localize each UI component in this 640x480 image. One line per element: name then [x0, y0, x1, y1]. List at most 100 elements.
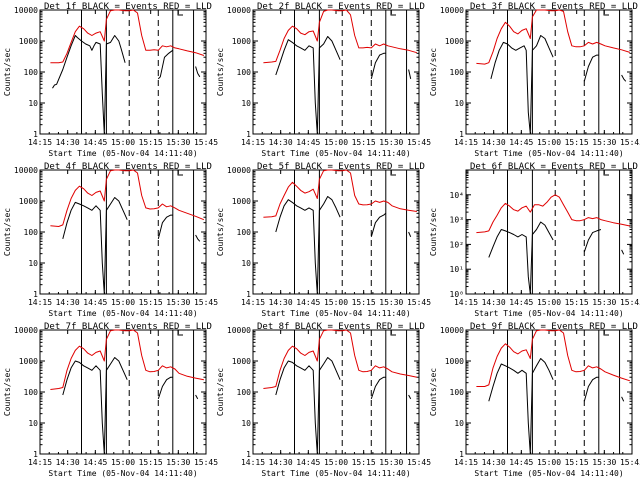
y-tick-label: 10 [241, 419, 251, 428]
x-tick-label: 14:30 [482, 458, 506, 467]
y-axis-label: Counts/sec [429, 368, 438, 416]
y-tick-label: 1 [33, 290, 38, 299]
y-tick-label: 100 [237, 68, 252, 77]
y-tick-label: 1 [459, 450, 464, 459]
y-tick-label: 1 [33, 130, 38, 139]
plot-frame [465, 329, 633, 455]
x-tick-label: 15:15 [352, 298, 376, 307]
series-line-lld [476, 194, 631, 234]
series-line-events [488, 358, 625, 455]
x-tick-label: 15:00 [324, 138, 348, 147]
x-axis-label: Start Time (05-Nov-04 14:11:40) [48, 149, 197, 158]
x-tick-label: 15:15 [565, 138, 589, 147]
x-axis-label: Start Time (05-Nov-04 14:11:40) [261, 469, 410, 478]
x-tick-label: 15:45 [620, 298, 640, 307]
x-tick-label: 15:30 [379, 138, 403, 147]
panel-det-7: Det 7f BLACK = Events RED = LLD 14:15 14:3… [3, 322, 218, 478]
x-tick-label: 15:45 [194, 138, 218, 147]
x-tick-label: 15:00 [537, 458, 561, 467]
series-line-events [488, 221, 625, 295]
y-tick-label: 1000 [445, 37, 464, 46]
series-line-lld [50, 9, 205, 64]
y-tick-label: 1000 [19, 357, 38, 366]
x-tick-label: 15:00 [324, 298, 348, 307]
panel-title: Det 4f BLACK = Events RED = LLD [44, 162, 212, 172]
y-axis-label: Counts/sec [216, 208, 225, 256]
x-tick-label: 15:30 [592, 298, 616, 307]
y-tick-label: 1 [459, 130, 464, 139]
x-tick-label: 14:15 [241, 298, 265, 307]
x-tick-label: 14:45 [83, 458, 107, 467]
series-line-lld [476, 9, 631, 65]
x-tick-label: 15:30 [166, 298, 190, 307]
panel-det-8: Det 8f BLACK = Events RED = LLD 14:15 14:3… [216, 322, 431, 478]
y-tick-label: 10000 [227, 326, 251, 335]
corner-marker [177, 10, 183, 16]
y-tick-label: 10 [28, 419, 38, 428]
panel-title: Det 9f BLACK = Events RED = LLD [470, 322, 638, 332]
y-tick-label: 10 [454, 99, 464, 108]
x-tick-label: 14:45 [509, 458, 533, 467]
x-tick-label: 15:45 [194, 458, 218, 467]
panel-det-2: Det 2f BLACK = Events RED = LLD 14:15 14:3… [216, 2, 431, 158]
series-line-lld [263, 329, 418, 389]
x-tick-label: 14:30 [269, 138, 293, 147]
x-tick-label: 14:45 [296, 458, 320, 467]
x-tick-label: 15:00 [537, 138, 561, 147]
y-tick-label: 10000 [440, 6, 464, 15]
x-tick-label: 14:45 [296, 138, 320, 147]
y-tick-label: 1000 [232, 37, 251, 46]
corner-marker [177, 170, 183, 176]
y-axis-label: Counts/sec [3, 48, 12, 96]
series-line-lld [263, 169, 417, 218]
x-tick-label: 15:15 [139, 298, 163, 307]
x-tick-label: 14:15 [28, 138, 52, 147]
x-tick-label: 14:15 [454, 138, 478, 147]
panel-title: Det 1f BLACK = Events RED = LLD [44, 2, 212, 12]
x-tick-label: 14:45 [83, 298, 107, 307]
y-tick-label: 1 [246, 130, 251, 139]
series-line-lld [263, 9, 418, 64]
corner-marker [603, 170, 609, 176]
panel-title: Det 7f BLACK = Events RED = LLD [44, 322, 212, 332]
y-tick-label: 100 [237, 228, 252, 237]
y-tick-label: 100 [237, 388, 252, 397]
x-tick-label: 14:45 [296, 298, 320, 307]
x-tick-label: 15:30 [379, 458, 403, 467]
y-axis-label: Counts/sec [429, 208, 438, 256]
x-tick-label: 15:30 [166, 458, 190, 467]
y-tick-label: 10 [28, 259, 38, 268]
x-axis-label: Start Time (05-Nov-04 14:11:40) [48, 469, 197, 478]
y-tick-label: 1000 [19, 37, 38, 46]
panel-title: Det 2f BLACK = Events RED = LLD [257, 2, 425, 12]
series-line-events [275, 36, 412, 135]
y-axis-label: Counts/sec [3, 208, 12, 256]
plot-frame [252, 9, 420, 135]
panel-det-3: Det 3f BLACK = Events RED = LLD 14:15 14:3… [429, 2, 640, 158]
y-axis-label: Counts/sec [429, 48, 438, 96]
x-tick-label: 15:30 [592, 458, 616, 467]
panel-title: Det 3f BLACK = Events RED = LLD [470, 2, 638, 12]
x-tick-label: 14:15 [241, 138, 265, 147]
x-tick-label: 15:15 [565, 458, 589, 467]
x-tick-label: 15:45 [407, 298, 431, 307]
x-axis-label: Start Time (05-Nov-04 14:11:40) [474, 469, 623, 478]
y-tick-label: 100 [450, 68, 465, 77]
plot-frame [465, 9, 633, 135]
y-tick-label: 10¹ [450, 265, 464, 274]
plot-frame [252, 329, 420, 455]
y-tick-label: 10² [450, 240, 464, 249]
x-tick-label: 14:15 [241, 458, 265, 467]
y-tick-label: 10³ [450, 216, 464, 225]
x-tick-label: 14:30 [269, 298, 293, 307]
x-tick-label: 14:15 [454, 298, 478, 307]
corner-marker [390, 330, 396, 336]
plot-frame [252, 169, 420, 295]
x-tick-label: 14:30 [269, 458, 293, 467]
panel-det-6: Det 6f BLACK = Events RED = LLD 14:15 14:3… [429, 162, 640, 318]
corner-marker [603, 330, 609, 336]
series-line-events [275, 196, 412, 295]
x-tick-label: 15:15 [352, 138, 376, 147]
series-line-events [52, 35, 201, 135]
y-tick-label: 100 [24, 68, 39, 77]
